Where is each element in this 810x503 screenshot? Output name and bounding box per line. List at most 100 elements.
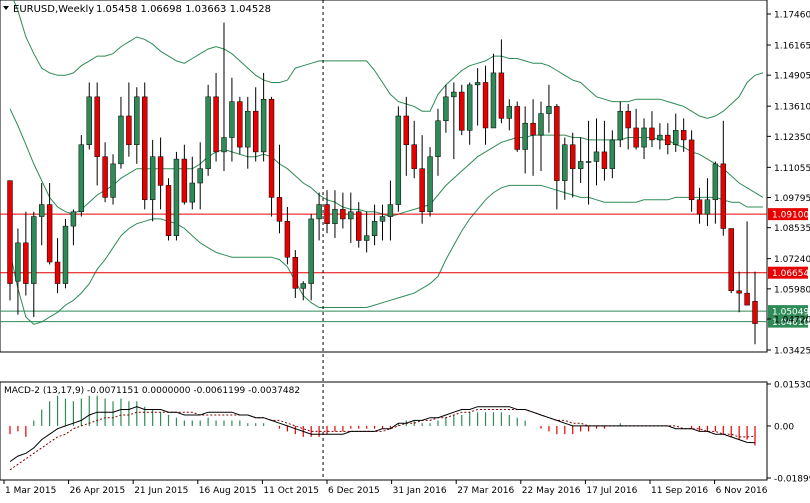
time-tick-label: 22 May 2016 bbox=[522, 486, 581, 496]
candle bbox=[316, 192, 322, 241]
time-tick-label: 26 Apr 2015 bbox=[70, 486, 126, 496]
candle bbox=[720, 120, 727, 236]
candle bbox=[712, 161, 719, 224]
candle-body-bear bbox=[23, 242, 29, 284]
candle-body-bear bbox=[237, 101, 243, 148]
candle-body-bear bbox=[46, 204, 53, 263]
band-upper-line bbox=[12, 0, 764, 119]
candle bbox=[46, 183, 53, 265]
candle-body-bull bbox=[245, 110, 251, 148]
candle bbox=[443, 84, 449, 133]
candle-body-bull bbox=[316, 204, 322, 220]
candle-body-bull bbox=[332, 209, 338, 224]
band-lower-line bbox=[9, 184, 763, 325]
candle-body-bear bbox=[276, 197, 283, 222]
candle-body-bull bbox=[379, 216, 386, 222]
candle-body-bull bbox=[641, 127, 647, 148]
candle bbox=[459, 84, 465, 136]
time-tick-label: 6 Dec 2015 bbox=[328, 486, 380, 496]
candle bbox=[363, 211, 370, 253]
menu-triangle-icon[interactable] bbox=[3, 6, 9, 10]
candle bbox=[625, 104, 631, 150]
candle bbox=[308, 214, 314, 301]
candle-body-bear bbox=[625, 110, 631, 129]
candle bbox=[744, 221, 750, 306]
candle bbox=[110, 154, 116, 205]
price-tick-label: 1.11055 bbox=[774, 164, 810, 174]
price-tick-label: 1.07240 bbox=[774, 255, 810, 265]
candle bbox=[514, 101, 520, 152]
candle bbox=[696, 187, 703, 224]
candles bbox=[7, 22, 758, 345]
time-tick-label: 11 Oct 2015 bbox=[263, 486, 319, 496]
hline-label-bg-1 bbox=[768, 266, 808, 279]
candle-body-bull bbox=[62, 225, 69, 284]
candle-body-bull bbox=[538, 113, 544, 136]
candle bbox=[23, 211, 29, 296]
candle-body-bull bbox=[577, 161, 584, 169]
candle-body-bear bbox=[696, 199, 703, 215]
candle bbox=[189, 156, 195, 210]
candle bbox=[348, 192, 354, 243]
candle-body-bull bbox=[443, 96, 449, 122]
candle bbox=[54, 238, 61, 294]
candle-body-bear bbox=[720, 163, 727, 229]
candle-body-bull bbox=[585, 161, 592, 163]
candle-body-bear bbox=[570, 144, 576, 169]
hline-label-bg-2 bbox=[768, 305, 808, 318]
candle bbox=[86, 82, 92, 150]
hline-label-1: 1.06654 bbox=[772, 269, 809, 279]
candle-body-bull bbox=[300, 283, 306, 289]
candle bbox=[466, 82, 473, 145]
candle-body-bull bbox=[229, 101, 235, 138]
hline-label-0: 1.09100 bbox=[772, 211, 809, 221]
candle-body-bull bbox=[197, 168, 203, 184]
candle-body-bull bbox=[474, 82, 481, 86]
candle-body-bull bbox=[657, 134, 663, 141]
candle bbox=[268, 96, 275, 217]
candle-body-bull bbox=[522, 122, 528, 150]
candle bbox=[474, 68, 481, 126]
candle bbox=[641, 118, 647, 160]
price-tick-label: 1.12350 bbox=[774, 133, 810, 143]
candle bbox=[7, 180, 13, 301]
candle bbox=[229, 77, 235, 162]
candle bbox=[451, 82, 457, 160]
hline-label-2: 1.05049 bbox=[772, 308, 809, 318]
candle-body-bear bbox=[126, 115, 132, 145]
candle-body-bear bbox=[102, 156, 108, 198]
candle-body-bull bbox=[308, 218, 314, 284]
time-tick-label: 16 Aug 2015 bbox=[199, 486, 257, 496]
candle bbox=[649, 111, 655, 148]
time-axis: 1 Mar 2015 26 Apr 2015 21 Jun 2015 16 Aug 2… bbox=[3, 480, 768, 496]
candle bbox=[165, 178, 172, 241]
candle bbox=[213, 72, 219, 162]
candle bbox=[70, 209, 77, 246]
candle bbox=[340, 192, 346, 229]
candle bbox=[332, 190, 338, 239]
candle bbox=[292, 250, 299, 298]
candle-body-bull bbox=[427, 156, 433, 212]
chart-header: EURUSD,Weekly 1.05458 1.06698 1.03663 1.… bbox=[3, 4, 271, 15]
candle bbox=[62, 218, 69, 289]
price-tick-label: 1.09795 bbox=[774, 194, 810, 204]
ohlc-values: 1.05458 1.06698 1.03663 1.04528 bbox=[96, 4, 271, 15]
hline-label-bg-0 bbox=[768, 208, 808, 221]
candle-body-bear bbox=[688, 139, 695, 201]
candle bbox=[530, 99, 536, 176]
candle-body-bull bbox=[118, 115, 124, 165]
candle-body-bull bbox=[260, 98, 267, 153]
candle-body-bear bbox=[252, 110, 259, 153]
macd-tick-label: 0.00 bbox=[774, 422, 794, 432]
candle bbox=[142, 82, 148, 210]
candle-body-bear bbox=[411, 144, 417, 169]
candle bbox=[728, 228, 734, 294]
candle bbox=[38, 183, 45, 246]
time-tick-label: 21 Jun 2015 bbox=[134, 486, 188, 496]
candle-body-bear bbox=[181, 158, 188, 203]
price-tick-label: 1.16165 bbox=[774, 42, 810, 52]
candle-body-bear bbox=[142, 96, 148, 201]
